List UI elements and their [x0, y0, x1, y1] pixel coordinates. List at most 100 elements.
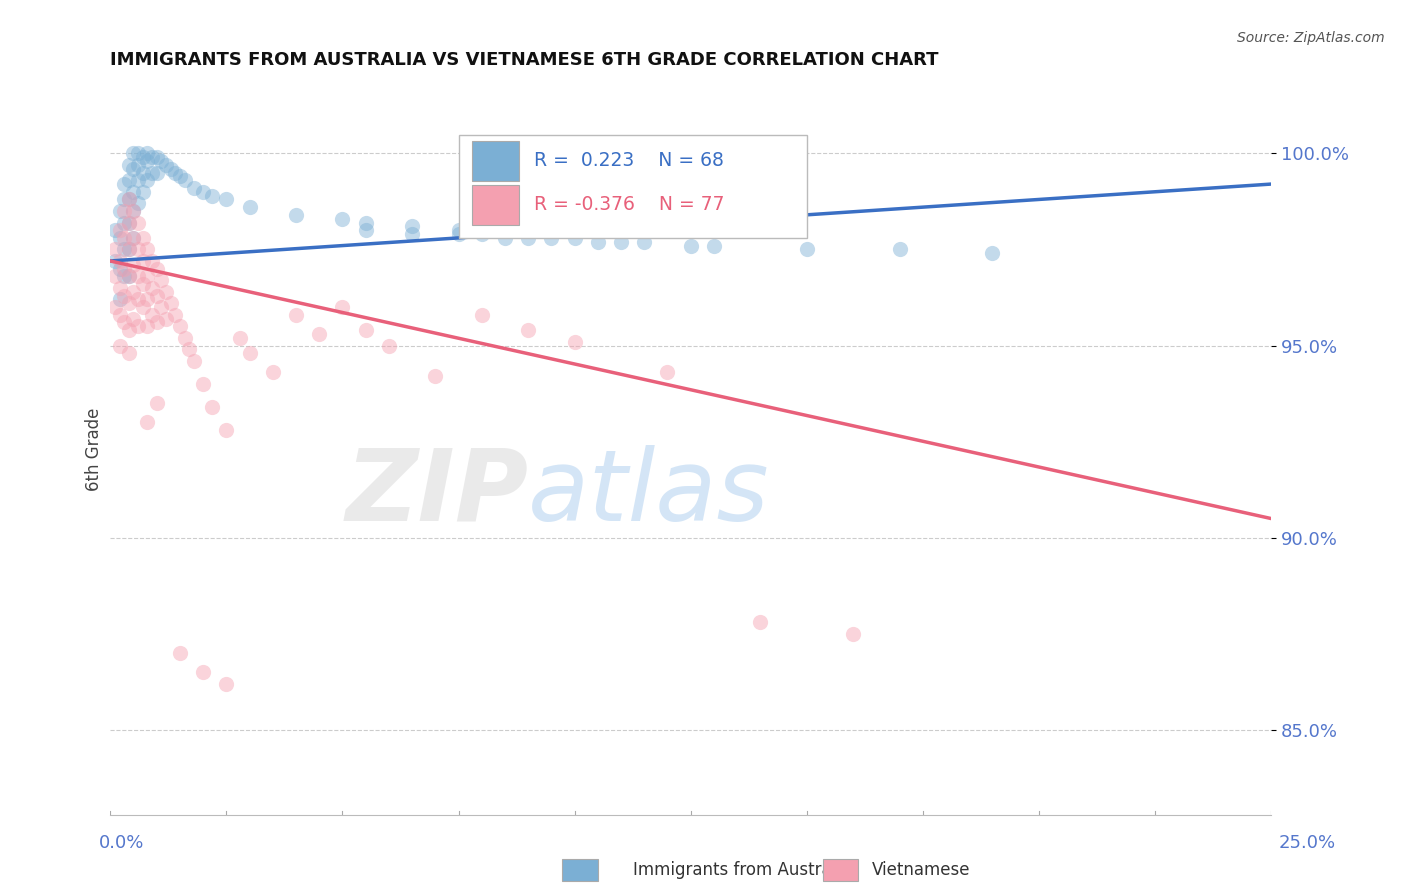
Point — [104, 243, 127, 257]
Point — [118, 296, 141, 310]
Point — [108, 231, 131, 245]
Point — [586, 235, 609, 249]
Point — [122, 204, 145, 219]
Text: 25.0%: 25.0% — [1278, 834, 1336, 852]
Point — [150, 273, 173, 287]
Point — [118, 173, 141, 187]
Point — [471, 308, 494, 322]
Point — [127, 158, 149, 172]
Y-axis label: 6th Grade: 6th Grade — [86, 408, 103, 491]
Point — [127, 243, 149, 257]
Point — [127, 146, 149, 161]
Point — [104, 269, 127, 284]
Point — [141, 254, 163, 268]
Point — [155, 311, 177, 326]
Point — [127, 293, 149, 307]
Point — [889, 243, 911, 257]
Point — [159, 296, 181, 310]
Point — [118, 346, 141, 360]
Point — [104, 254, 127, 268]
Point — [229, 331, 252, 345]
Point — [191, 185, 214, 199]
Point — [118, 215, 141, 229]
Point — [215, 423, 238, 437]
Point — [136, 154, 159, 169]
Point — [132, 254, 155, 268]
Point — [262, 366, 284, 380]
Text: 0.0%: 0.0% — [98, 834, 143, 852]
Bar — [472, 141, 519, 181]
Point — [238, 346, 260, 360]
Point — [112, 269, 135, 284]
Point — [132, 277, 155, 291]
Point — [201, 400, 224, 414]
Point — [238, 200, 260, 214]
Point — [136, 319, 159, 334]
Point — [179, 343, 201, 357]
Point — [112, 204, 135, 219]
Point — [122, 231, 145, 245]
Point — [141, 165, 163, 179]
Point — [471, 227, 494, 241]
Point — [155, 285, 177, 299]
FancyBboxPatch shape — [458, 136, 807, 237]
Text: Immigrants from Australia: Immigrants from Australia — [633, 861, 851, 879]
Point — [122, 231, 145, 245]
Point — [136, 269, 159, 284]
Point — [108, 204, 131, 219]
Point — [703, 238, 725, 252]
Point — [749, 615, 772, 630]
Point — [332, 300, 354, 314]
Point — [118, 193, 141, 207]
Point — [141, 308, 163, 322]
Point — [112, 316, 135, 330]
Point — [401, 227, 423, 241]
Point — [201, 188, 224, 202]
Point — [159, 161, 181, 176]
Text: ZIP: ZIP — [344, 445, 529, 541]
Point — [354, 215, 377, 229]
Point — [118, 193, 141, 207]
Point — [150, 300, 173, 314]
Point — [145, 316, 167, 330]
Point — [108, 254, 131, 268]
Point — [122, 204, 145, 219]
Point — [517, 323, 540, 337]
Point — [150, 154, 173, 169]
Point — [127, 173, 149, 187]
Point — [145, 396, 167, 410]
Point — [540, 231, 562, 245]
Point — [122, 285, 145, 299]
Point — [285, 308, 308, 322]
Point — [132, 231, 155, 245]
Point — [122, 311, 145, 326]
Point — [981, 246, 1004, 260]
Point — [447, 227, 470, 241]
Point — [108, 293, 131, 307]
Point — [165, 308, 187, 322]
Point — [104, 300, 127, 314]
Point — [165, 165, 187, 179]
Point — [354, 223, 377, 237]
Text: atlas: atlas — [529, 445, 769, 541]
Point — [610, 235, 633, 249]
Point — [145, 288, 167, 302]
Point — [108, 281, 131, 295]
Text: IMMIGRANTS FROM AUSTRALIA VS VIETNAMESE 6TH GRADE CORRELATION CHART: IMMIGRANTS FROM AUSTRALIA VS VIETNAMESE … — [110, 51, 939, 69]
Point — [679, 238, 702, 252]
Point — [112, 231, 135, 245]
Point — [122, 161, 145, 176]
Point — [183, 354, 205, 368]
Point — [112, 177, 135, 191]
Point — [215, 193, 238, 207]
Point — [122, 258, 145, 272]
Point — [132, 165, 155, 179]
Point — [633, 235, 655, 249]
Point — [136, 146, 159, 161]
Point — [354, 323, 377, 337]
Point — [378, 338, 401, 352]
Point — [118, 269, 141, 284]
Point — [118, 243, 141, 257]
Point — [564, 231, 586, 245]
Point — [145, 165, 167, 179]
